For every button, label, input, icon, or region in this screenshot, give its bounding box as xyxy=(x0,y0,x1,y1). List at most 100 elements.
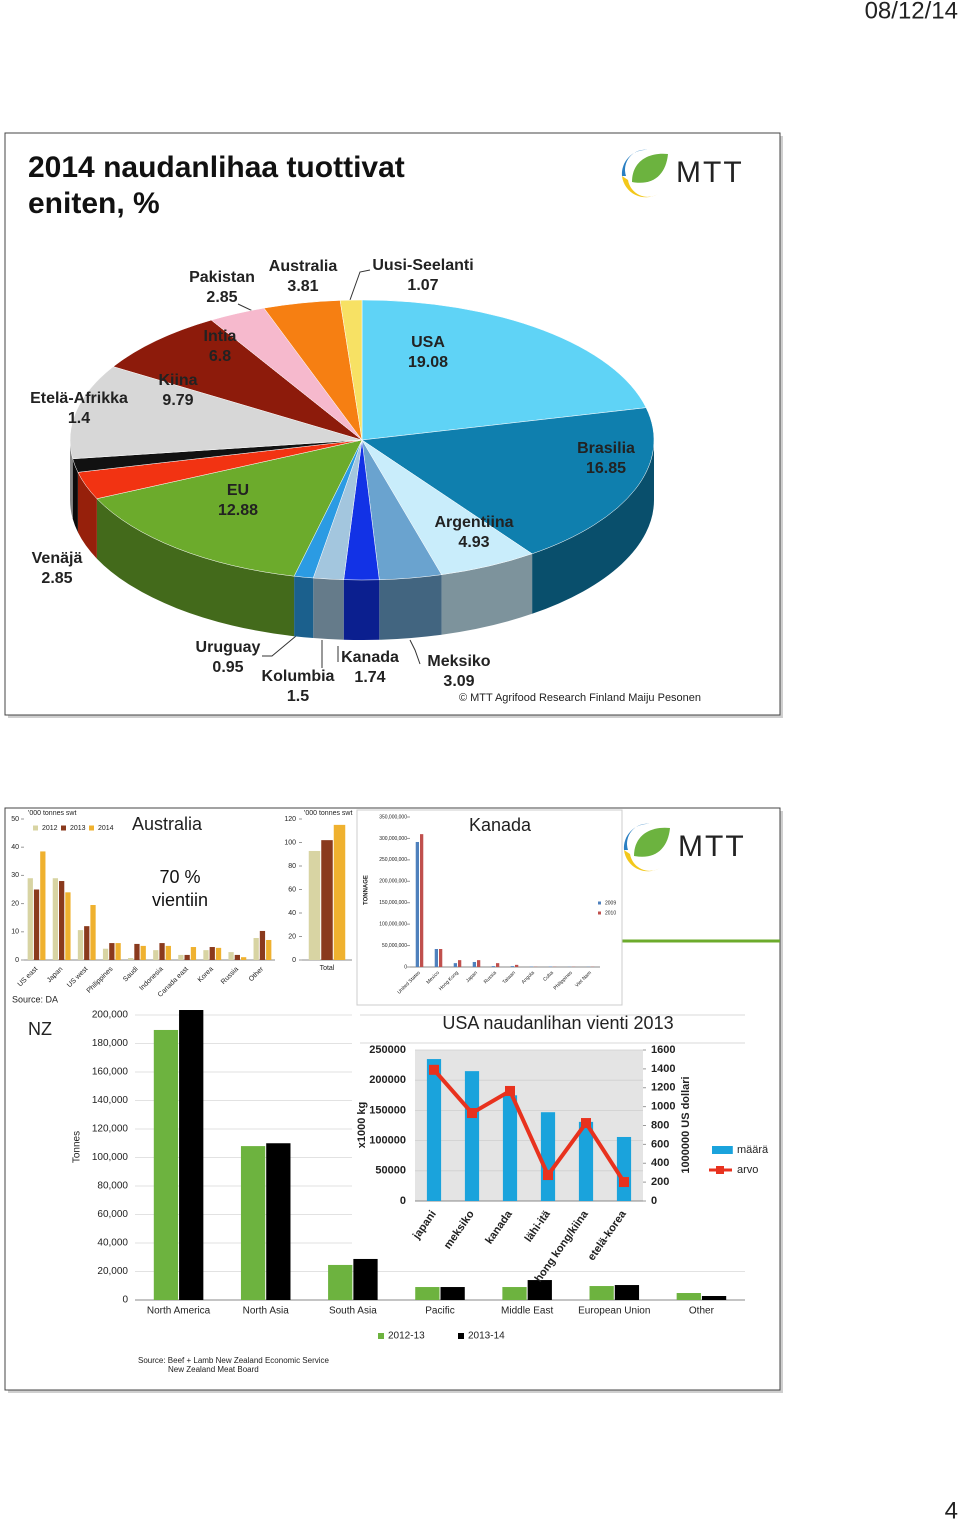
pie-value: 2.85 xyxy=(41,570,72,587)
bar xyxy=(52,878,59,960)
legend-label: 2010 xyxy=(605,910,616,916)
line-marker xyxy=(619,1177,629,1188)
bar xyxy=(179,1010,204,1300)
legend-label: 2009 xyxy=(605,900,616,906)
pie-slice xyxy=(112,319,363,441)
y-axis-label: TONNAGE xyxy=(364,875,370,905)
annotation: 70 % vientiin xyxy=(151,867,209,910)
tick-label: 20 xyxy=(288,933,296,940)
logo-leaf xyxy=(632,153,668,183)
pie-value: 1.74 xyxy=(354,669,385,686)
pie-slice-side xyxy=(379,574,442,640)
tick-label: 50,000,000 xyxy=(382,943,407,949)
pie-slice-side xyxy=(532,440,654,614)
bar xyxy=(426,1059,442,1201)
bar xyxy=(90,905,96,960)
bar xyxy=(321,840,333,960)
pie-value: 0.95 xyxy=(212,659,243,676)
bar xyxy=(27,878,33,960)
legend-label: 2013-14 xyxy=(468,1331,505,1342)
tick-label: 140,000 xyxy=(92,1095,129,1106)
bar xyxy=(434,949,438,967)
bar xyxy=(491,966,495,967)
bar xyxy=(102,948,109,960)
bar xyxy=(439,949,443,967)
bar xyxy=(440,1287,465,1300)
pie-slice xyxy=(96,439,363,577)
pie-label: Kolumbia xyxy=(262,668,335,685)
tick-label: 50 xyxy=(11,816,19,823)
slide-title: 2014 naudanlihaa tuottivat eniten, % xyxy=(28,151,405,220)
tick-label: 180,000 xyxy=(92,1038,129,1049)
tick-label: 160,000 xyxy=(92,1067,129,1078)
plot-area xyxy=(415,1050,643,1201)
tick-label: 1600 xyxy=(651,1044,675,1056)
panel xyxy=(356,809,623,1006)
bar xyxy=(153,1029,179,1300)
legend-label: määrä xyxy=(737,1144,769,1156)
bar xyxy=(502,1095,518,1201)
tick-label: 0 xyxy=(400,1195,406,1207)
bar xyxy=(701,1296,727,1300)
bar xyxy=(420,834,424,967)
line-marker xyxy=(543,1170,553,1181)
pie-label: Kiina xyxy=(158,372,197,389)
bar xyxy=(477,960,481,967)
x-tick-label: North America xyxy=(147,1306,211,1317)
bar xyxy=(266,1143,291,1300)
bar xyxy=(184,954,190,960)
pie-slice-side xyxy=(72,458,78,533)
pie-value: 12.88 xyxy=(218,502,258,519)
bar xyxy=(502,1287,527,1300)
bar xyxy=(527,1280,552,1300)
tick-label: 40 xyxy=(288,910,296,917)
tick-label: 200 xyxy=(651,1176,669,1188)
pie-label: Pakistan xyxy=(189,269,255,286)
legend-marker xyxy=(598,911,601,915)
pie-slice-side xyxy=(77,472,97,559)
tick-label: 150000 xyxy=(369,1104,406,1116)
pie-label: Australia xyxy=(269,258,338,275)
tick-label: 400 xyxy=(651,1157,669,1169)
pie-value: 3.09 xyxy=(443,673,474,690)
legend-marker xyxy=(712,1146,733,1154)
tick-label: 40,000 xyxy=(97,1238,128,1249)
pie-value: 9.79 xyxy=(162,392,193,409)
bar xyxy=(240,1146,266,1300)
bar xyxy=(510,966,514,967)
pie-source: © MTT Agrifood Research Finland Maiju Pe… xyxy=(459,692,701,704)
bar xyxy=(415,841,419,967)
bar xyxy=(59,881,65,960)
leader-line xyxy=(349,269,371,301)
line-marker xyxy=(429,1064,439,1075)
tick-label: 60 xyxy=(288,886,296,893)
pie-slice-side xyxy=(70,440,73,519)
bar xyxy=(589,1286,614,1300)
tick-label: 800 xyxy=(651,1119,669,1131)
source: Source: DA xyxy=(12,994,58,1004)
bar xyxy=(140,945,146,960)
tick-label: 0 xyxy=(15,957,19,964)
x-tick-label: European Union xyxy=(578,1306,650,1317)
bar xyxy=(203,950,209,960)
legend-label: 2012 xyxy=(42,825,58,832)
y-axis-label: '000 tonnes swt xyxy=(28,810,76,817)
line-marker xyxy=(505,1085,515,1096)
tick-label: 100 xyxy=(284,839,296,846)
pie-label: Etelä-Afrikka xyxy=(30,390,128,407)
tick-label: 0 xyxy=(651,1195,657,1207)
bar xyxy=(153,950,159,960)
logo-swoosh xyxy=(623,823,650,850)
bar xyxy=(228,952,234,960)
bar xyxy=(215,947,222,960)
legend-label: 2014 xyxy=(98,825,114,832)
pie-slice xyxy=(339,299,363,441)
tick-label: 250,000,000 xyxy=(379,857,407,863)
source: Source: Beef + Lamb New Zealand Economic… xyxy=(138,1356,330,1365)
bar xyxy=(159,943,165,960)
date: 08/12/14 xyxy=(865,0,958,24)
tick-label: 200,000 xyxy=(92,1010,129,1021)
bar xyxy=(40,851,46,960)
bar xyxy=(259,930,266,960)
